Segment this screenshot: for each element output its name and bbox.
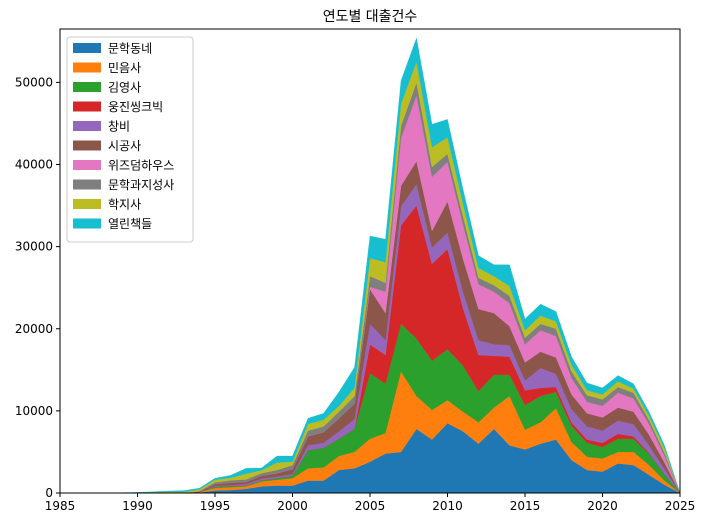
legend-label-6: 위즈덤하우스 <box>108 159 174 173</box>
legend-swatch-0 <box>73 43 101 53</box>
x-axis: 1985 1990 1995 2000 2005 2010 2015 2020 2025 <box>45 493 696 513</box>
y-tick-label: 30000 <box>15 240 53 254</box>
legend-swatch-4 <box>73 121 101 131</box>
y-tick-label: 0 <box>45 486 53 500</box>
legend-swatch-9 <box>73 218 101 229</box>
legend-swatch-6 <box>73 160 101 170</box>
x-tick-label: 2005 <box>355 499 386 513</box>
x-tick-label: 2015 <box>510 499 541 513</box>
legend-label-3: 웅진씽크빅 <box>108 100 163 114</box>
x-tick-label: 2025 <box>665 499 696 513</box>
legend-label-4: 창비 <box>108 120 130 134</box>
legend-swatch-5 <box>73 140 101 151</box>
legend-label-9: 열린책들 <box>108 216 152 231</box>
legend-label-2: 김영사 <box>108 81 141 95</box>
x-tick-label: 2010 <box>432 499 463 513</box>
y-tick-label: 10000 <box>15 404 53 418</box>
legend-label-1: 민음사 <box>108 61 141 75</box>
legend-label-7: 문학과지성사 <box>108 178 174 192</box>
x-tick-label: 1985 <box>45 499 76 513</box>
x-tick-label: 2000 <box>277 499 308 513</box>
legend-swatch-3 <box>73 101 101 112</box>
legend-swatch-7 <box>73 179 101 190</box>
y-tick-label: 40000 <box>15 158 53 172</box>
y-axis: 0 10000 20000 30000 40000 50000 <box>15 75 60 500</box>
legend-label-5: 시공사 <box>108 139 141 153</box>
x-tick-label: 1995 <box>200 499 231 513</box>
y-tick-label: 20000 <box>15 322 53 336</box>
legend-swatch-2 <box>73 82 101 92</box>
legend-label-0: 문학동네 <box>108 42 152 56</box>
legend-label-8: 학지사 <box>108 198 141 212</box>
x-tick-label: 2020 <box>587 499 618 513</box>
legend-swatch-1 <box>73 62 101 73</box>
legend-swatch-8 <box>73 199 101 209</box>
x-tick-label: 1990 <box>122 499 153 513</box>
y-tick-label: 50000 <box>15 75 53 89</box>
chart-title: 연도별 대출건수 <box>323 9 418 25</box>
